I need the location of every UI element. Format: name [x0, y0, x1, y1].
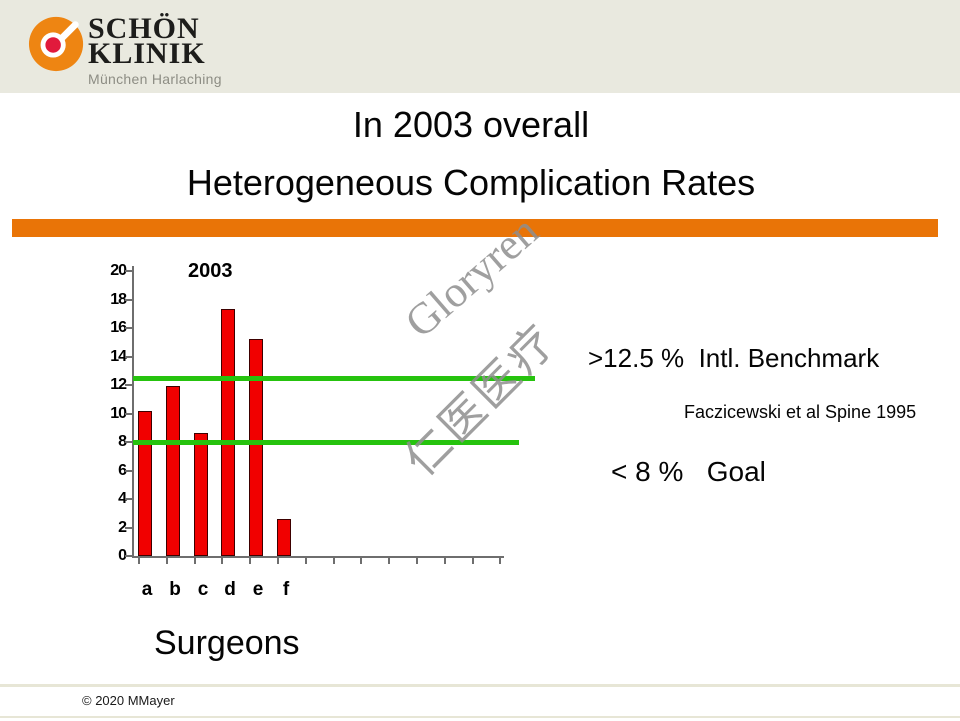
- y-axis-line: [132, 266, 134, 558]
- y-tick-mark: [125, 498, 132, 500]
- y-tick-label: 0: [118, 547, 127, 564]
- copyright-text: © 2020 MMayer: [82, 693, 175, 708]
- x-tick-mark: [277, 558, 279, 564]
- x-axis-line: [132, 556, 504, 558]
- x-tick-mark: [416, 558, 418, 564]
- y-tick-mark: [125, 526, 132, 529]
- footer-rule-top: [0, 684, 960, 687]
- header-band: SCHÖN KLINIK München Harlaching: [0, 0, 960, 93]
- footer-rule-bottom: [0, 716, 960, 718]
- slide-title-line2: Heterogeneous Complication Rates: [186, 162, 756, 203]
- y-tick-label: 10: [110, 404, 127, 422]
- x-category-label: f: [282, 579, 290, 600]
- y-tick-mark: [125, 355, 132, 358]
- y-tick-mark: [125, 384, 132, 386]
- x-tick-mark: [388, 558, 390, 564]
- y-tick-mark: [125, 469, 132, 472]
- x-tick-mark: [472, 558, 474, 564]
- x-tick-mark: [166, 558, 168, 564]
- citation-text: Faczicewski et al Spine 1995: [684, 402, 917, 422]
- y-tick-label: 14: [110, 347, 127, 365]
- y-tick-label: 4: [118, 490, 127, 507]
- x-tick-mark: [221, 558, 223, 564]
- goal-annotation: < 8 % Goal: [611, 456, 766, 487]
- y-tick-label: 20: [110, 262, 127, 279]
- bar: [166, 386, 180, 556]
- bar: [138, 411, 152, 556]
- x-category-label: a: [141, 579, 153, 600]
- bar: [194, 433, 208, 556]
- reference-line: [133, 440, 519, 445]
- bar: [221, 309, 235, 556]
- x-tick-mark: [499, 558, 501, 564]
- y-tick-mark: [125, 441, 132, 443]
- y-tick-mark: [125, 555, 132, 557]
- clinic-logo-icon: [28, 16, 84, 72]
- x-category-label: b: [169, 579, 181, 600]
- x-tick-mark: [194, 558, 196, 564]
- y-tick-label: 8: [118, 433, 127, 450]
- orange-divider: [12, 219, 938, 237]
- y-tick-label: 12: [110, 376, 127, 393]
- chart-year-label: 2003: [188, 260, 233, 282]
- x-category-label: e: [252, 579, 264, 600]
- y-tick-label: 18: [110, 290, 127, 308]
- benchmark-annotation: >12.5 % Intl. Benchmark: [588, 343, 880, 373]
- y-tick-label: 2: [118, 518, 127, 536]
- y-tick-mark: [125, 327, 132, 329]
- x-axis-title: Surgeons: [154, 624, 300, 662]
- logo-word-schoen: SCHÖN: [88, 12, 200, 45]
- logo-word-klinik: KLINIK: [88, 37, 206, 70]
- reference-line: [133, 376, 535, 381]
- x-category-label: c: [197, 579, 209, 600]
- x-tick-mark: [138, 558, 140, 564]
- y-tick-mark: [125, 298, 132, 301]
- slide-title-line1: In 2003 overall: [352, 104, 590, 145]
- bar: [249, 339, 263, 556]
- y-tick-label: 6: [118, 461, 127, 479]
- bar: [277, 519, 291, 556]
- x-tick-mark: [305, 558, 307, 564]
- x-tick-mark: [444, 558, 446, 564]
- y-tick-label: 16: [110, 319, 127, 336]
- x-category-label: d: [224, 579, 236, 600]
- logo-text: SCHÖN KLINIK München Harlaching: [88, 12, 308, 88]
- x-tick-mark: [333, 558, 335, 564]
- y-tick-mark: [125, 270, 132, 272]
- x-tick-mark: [249, 558, 251, 564]
- y-tick-mark: [125, 412, 132, 415]
- logo-location: München Harlaching: [88, 71, 222, 87]
- x-tick-mark: [360, 558, 362, 564]
